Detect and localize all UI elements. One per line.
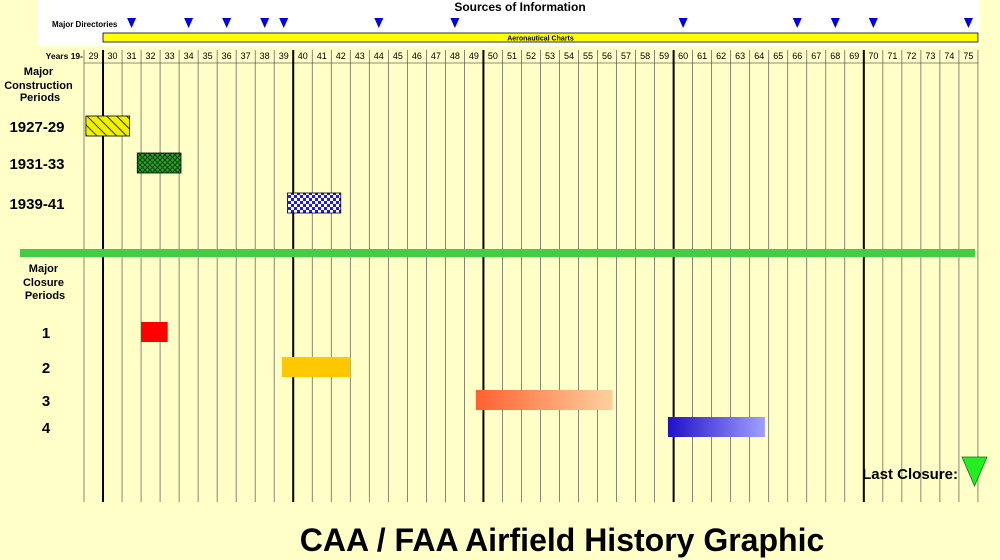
construction-period-bar [287, 192, 342, 214]
year-tick-label: 29 [89, 51, 99, 61]
year-tick-label: 41 [317, 51, 327, 61]
directory-marker [222, 18, 232, 28]
closure-heading-1: Major [29, 263, 59, 275]
closure-period-bar [281, 357, 351, 377]
directory-marker [868, 18, 878, 28]
directory-marker [184, 18, 194, 28]
construction-periods: 1927-29 1931-33 1939-41 [9, 115, 342, 214]
year-tick-label: 44 [374, 51, 384, 61]
year-tick-label: 34 [184, 51, 194, 61]
year-gridlines [83, 50, 979, 502]
year-tick-label: 30 [108, 51, 118, 61]
year-tick-label: 61 [697, 51, 707, 61]
aeronautical-charts-label: Aeronautical Charts [507, 36, 574, 43]
year-tick-label: 49 [469, 51, 479, 61]
year-tick-label: 60 [678, 51, 688, 61]
year-tick-label: 32 [146, 51, 156, 61]
year-tick-label: 39 [279, 51, 289, 61]
closure-heading: Major Closure Periods [23, 263, 67, 302]
year-tick-label: 68 [830, 51, 840, 61]
major-directories-label: Major Directories [52, 20, 118, 29]
year-tick-label: 66 [792, 51, 802, 61]
year-tick-label: 37 [241, 51, 251, 61]
year-tick-label: 53 [545, 51, 555, 61]
year-tick-label: 40 [298, 51, 308, 61]
year-tick-label: 35 [203, 51, 213, 61]
year-tick-label: 55 [583, 51, 593, 61]
closure-period-bar [141, 322, 168, 342]
year-tick-label: 48 [450, 51, 460, 61]
year-tick-label: 43 [355, 51, 365, 61]
construction-heading: Major Construction Periods [4, 66, 76, 104]
year-tick-label: 54 [564, 51, 574, 61]
closure-period-label: 4 [42, 420, 51, 437]
year-tick-label: 62 [716, 51, 726, 61]
directory-marker [678, 18, 688, 28]
closure-period-label: 1 [42, 325, 50, 342]
year-tick-label: 45 [393, 51, 403, 61]
year-tick-label: 31 [127, 51, 137, 61]
year-tick-label: 73 [925, 51, 935, 61]
last-closure-label: Last Closure: [862, 466, 958, 483]
footer-title: CAA / FAA Airfield History Graphic [300, 522, 825, 558]
year-tick-label: 74 [944, 51, 954, 61]
year-tick-label: 36 [222, 51, 232, 61]
directory-marker [963, 18, 973, 28]
closure-period-label: 2 [42, 360, 50, 377]
construction-period-bar [85, 115, 131, 137]
year-tick-label: 52 [526, 51, 536, 61]
year-tick-labels: 29 30 31 32 33 34 35 36 37 38 39 40 41 42 43 44 45 46 47 48… [89, 51, 974, 61]
year-tick-label: 59 [659, 51, 669, 61]
directory-marker [374, 18, 384, 28]
directory-markers [127, 18, 973, 28]
year-tick-label: 71 [887, 51, 897, 61]
construction-period-label: 1927-29 [9, 119, 64, 136]
construction-period-label: 1931-33 [9, 156, 64, 173]
year-tick-label: 69 [849, 51, 859, 61]
construction-heading-2: Construction [4, 80, 73, 92]
construction-heading-1: Major [24, 66, 54, 78]
year-tick-label: 63 [735, 51, 745, 61]
year-tick-label: 75 [963, 51, 973, 61]
directory-marker [127, 18, 137, 28]
directory-marker [279, 18, 289, 28]
year-tick-label: 67 [811, 51, 821, 61]
years-prefix: Years 19- [46, 51, 84, 61]
construction-period-bar [136, 152, 182, 174]
closure-period-label: 3 [42, 393, 50, 410]
directory-marker [450, 18, 460, 28]
last-closure-marker [961, 456, 988, 488]
year-tick-label: 56 [602, 51, 612, 61]
year-tick-label: 42 [336, 51, 346, 61]
year-tick-label: 46 [412, 51, 422, 61]
year-tick-label: 51 [507, 51, 517, 61]
aeronautical-charts-bar [102, 32, 979, 43]
year-tick-label: 58 [640, 51, 650, 61]
closure-periods: 1 2 3 4 [42, 322, 765, 437]
year-tick-label: 38 [260, 51, 270, 61]
year-tick-label: 33 [165, 51, 175, 61]
year-tick-label: 72 [906, 51, 916, 61]
year-tick-label: 57 [621, 51, 631, 61]
directory-marker [830, 18, 840, 28]
section-separator [20, 249, 975, 257]
directory-marker [792, 18, 802, 28]
year-tick-label: 47 [431, 51, 441, 61]
sources-title: Sources of Information [454, 0, 585, 14]
construction-period-label: 1939-41 [9, 196, 64, 213]
construction-heading-3: Periods [20, 92, 60, 104]
closure-period-bar [667, 417, 765, 437]
closure-heading-2: Closure [23, 277, 64, 289]
directory-marker [260, 18, 270, 28]
year-tick-label: 64 [754, 51, 764, 61]
year-tick-label: 65 [773, 51, 783, 61]
closure-heading-3: Periods [25, 290, 65, 302]
closure-period-bar [475, 390, 613, 410]
year-tick-label: 70 [868, 51, 878, 61]
year-tick-label: 50 [488, 51, 498, 61]
